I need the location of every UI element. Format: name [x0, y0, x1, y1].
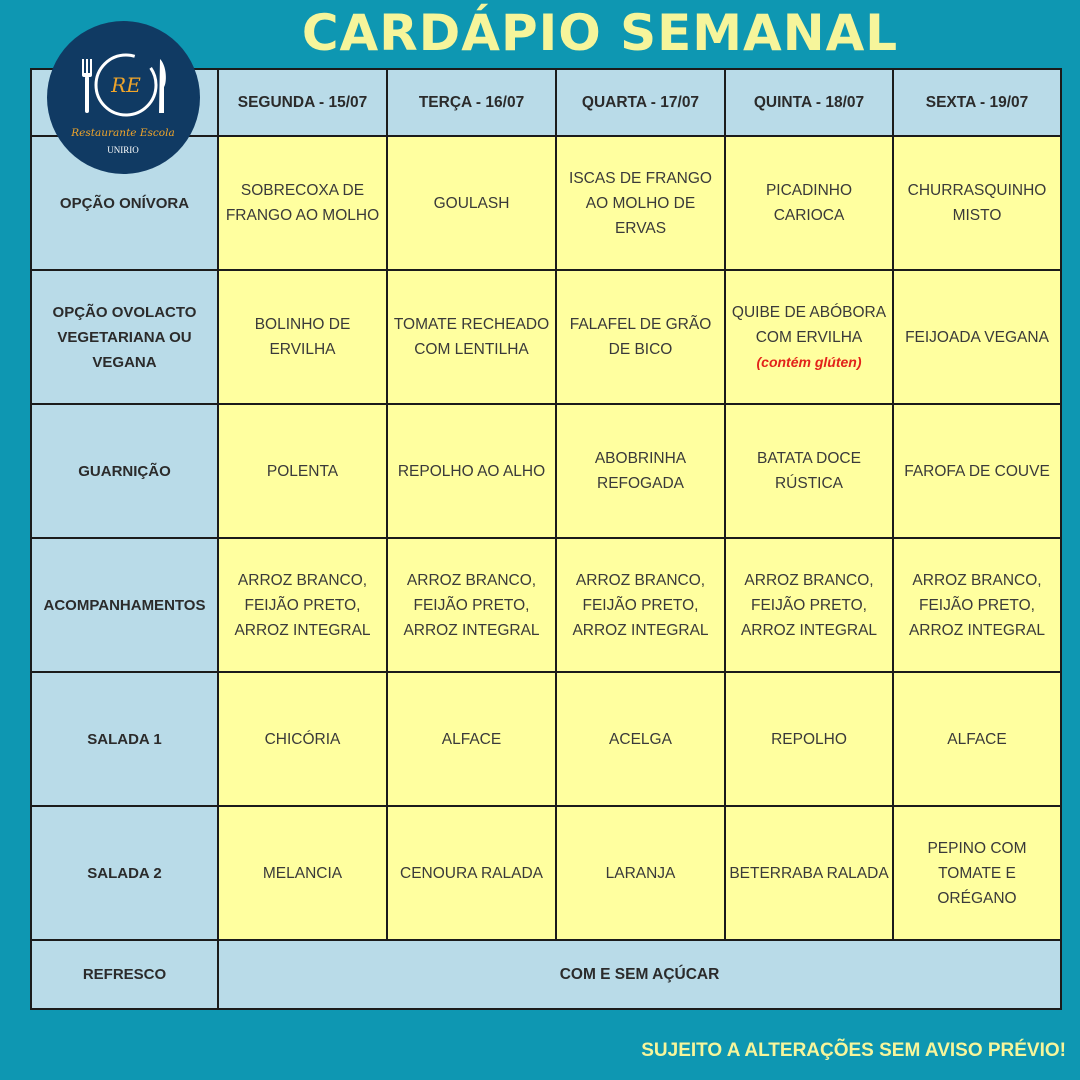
dish-name: CHICÓRIA: [264, 730, 341, 748]
menu-cell: REPOLHO AO ALHO: [386, 403, 557, 539]
disclaimer: SUJEITO A ALTERAÇÕES SEM AVISO PRÉVIO!: [641, 1040, 1066, 1061]
refresco-row: REFRESCO COM E SEM AÇÚCAR: [30, 939, 1062, 1010]
day-header: QUARTA - 17/07: [555, 68, 726, 137]
dish-name: ARROZ BRANCO, FEIJÃO PRETO, ARROZ INTEGR…: [403, 571, 540, 639]
logo-initials: RE: [110, 73, 141, 97]
menu-cell: GOULASH: [386, 135, 557, 271]
dish-name: BOLINHO DE ERVILHA: [254, 316, 351, 358]
menu-cell: ALFACE: [386, 671, 557, 807]
menu-cell: PICADINHO CARIOCA: [724, 135, 894, 271]
menu-cell: FALAFEL DE GRÃO DE BICO: [555, 269, 726, 405]
restaurant-logo: RE Restaurante Escola UNIRIO: [47, 21, 200, 174]
dish-name: LARANJA: [605, 864, 676, 882]
menu-cell: MELANCIA: [217, 805, 388, 941]
menu-cell: ABOBRINHA REFOGADA: [555, 403, 726, 539]
dish-name: FAROFA DE COUVE: [904, 462, 1050, 480]
dish-name: QUIBE DE ABÓBORA COM ERVILHA: [731, 303, 887, 346]
dish-name: ARROZ BRANCO, FEIJÃO PRETO, ARROZ INTEGR…: [908, 571, 1046, 639]
dish-name: ABOBRINHA REFOGADA: [594, 450, 687, 492]
menu-row: SALADA 2 MELANCIA CENOURA RALADA LARANJA BET…: [30, 805, 1062, 941]
menu-cell: BETERRABA RALADA: [724, 805, 894, 941]
refresco-value: COM E SEM AÇÚCAR: [217, 939, 1062, 1010]
row-label: REFRESCO: [30, 939, 219, 1010]
menu-row: GUARNIÇÃO POLENTA REPOLHO AO ALHO ABOBRINHA…: [30, 403, 1062, 539]
menu-cell: ARROZ BRANCO, FEIJÃO PRETO, ARROZ INTEGR…: [724, 537, 894, 673]
dish-name: ACELGA: [609, 730, 672, 748]
menu-cell: ARROZ BRANCO, FEIJÃO PRETO, ARROZ INTEGR…: [386, 537, 557, 673]
menu-cell: PEPINO COM TOMATE E ORÉGANO: [892, 805, 1062, 941]
allergen-note: (contém glúten): [756, 353, 862, 370]
menu-cell: BATATA DOCE RÚSTICA: [724, 403, 894, 539]
dish-name: ARROZ BRANCO, FEIJÃO PRETO, ARROZ INTEGR…: [740, 571, 878, 639]
row-label: OPÇÃO OVOLACTO VEGETARIANA OU VEGANA: [30, 269, 219, 405]
day-header: TERÇA - 16/07: [386, 68, 557, 137]
dish-name: BATATA DOCE RÚSTICA: [757, 450, 861, 492]
day-header: SEXTA - 19/07: [892, 68, 1062, 137]
menu-cell: CHICÓRIA: [217, 671, 388, 807]
menu-row: OPÇÃO ONÍVORA SOBRECOXA DE FRANGO AO MOLH…: [30, 135, 1062, 271]
menu-cell: ARROZ BRANCO, FEIJÃO PRETO, ARROZ INTEGR…: [555, 537, 726, 673]
menu-cell: CHURRASQUINHO MISTO: [892, 135, 1062, 271]
day-header: SEGUNDA - 15/07: [217, 68, 388, 137]
dish-name: ALFACE: [947, 730, 1007, 748]
menu-cell: REPOLHO: [724, 671, 894, 807]
menu-cell: TOMATE RECHEADO COM LENTILHA: [386, 269, 557, 405]
dish-name: GOULASH: [433, 194, 510, 212]
dish-name: FEIJOADA VEGANA: [905, 328, 1049, 346]
dish-name: SOBRECOXA DE FRANGO AO MOLHO: [225, 182, 380, 224]
dish-name: ARROZ BRANCO, FEIJÃO PRETO, ARROZ INTEGR…: [234, 571, 371, 639]
fork-plate-knife-icon: RE Restaurante Escola UNIRIO: [70, 53, 175, 155]
logo-name: Restaurante Escola: [70, 127, 174, 139]
menu-cell: CENOURA RALADA: [386, 805, 557, 941]
row-label: OPÇÃO ONÍVORA: [30, 135, 219, 271]
dish-name: PEPINO COM TOMATE E ORÉGANO: [927, 839, 1027, 907]
page-title: CARDÁPIO SEMANAL: [301, 4, 899, 62]
menu-cell: ACELGA: [555, 671, 726, 807]
dish-name: FALAFEL DE GRÃO DE BICO: [569, 316, 712, 358]
row-label: ACOMPANHAMENTOS: [30, 537, 219, 673]
menu-row: OPÇÃO OVOLACTO VEGETARIANA OU VEGANA BOLI…: [30, 269, 1062, 405]
dish-name: TOMATE RECHEADO COM LENTILHA: [393, 316, 550, 358]
menu-cell: ISCAS DE FRANGO AO MOLHO DE ERVAS: [555, 135, 726, 271]
row-label: SALADA 1: [30, 671, 219, 807]
menu-cell: POLENTA: [217, 403, 388, 539]
day-header: QUINTA - 18/07: [724, 68, 894, 137]
menu-cell: FEIJOADA VEGANA: [892, 269, 1062, 405]
menu-cell: LARANJA: [555, 805, 726, 941]
dish-name: PICADINHO CARIOCA: [765, 182, 853, 224]
menu-cell: BOLINHO DE ERVILHA: [217, 269, 388, 405]
row-label: GUARNIÇÃO: [30, 403, 219, 539]
dish-name: CENOURA RALADA: [400, 864, 543, 882]
dish-name: CHURRASQUINHO MISTO: [907, 182, 1047, 224]
menu-cell: QUIBE DE ABÓBORA COM ERVILHA (contém glút…: [724, 269, 894, 405]
menu-cell: ALFACE: [892, 671, 1062, 807]
logo-org: UNIRIO: [107, 145, 139, 155]
menu-cell: ARROZ BRANCO, FEIJÃO PRETO, ARROZ INTEGR…: [892, 537, 1062, 673]
dish-name: ISCAS DE FRANGO AO MOLHO DE ERVAS: [569, 169, 712, 237]
dish-name: REPOLHO AO ALHO: [397, 462, 546, 480]
weekly-menu-table: SEGUNDA - 15/07 TERÇA - 16/07 QUARTA - 17/…: [30, 68, 1062, 1010]
menu-row: SALADA 1 CHICÓRIA ALFACE ACELGA REPOLHO ALFAC…: [30, 671, 1062, 807]
dish-name: REPOLHO: [771, 730, 847, 748]
menu-cell: SOBRECOXA DE FRANGO AO MOLHO: [217, 135, 388, 271]
dish-name: ALFACE: [441, 730, 502, 748]
dish-name: ARROZ BRANCO, FEIJÃO PRETO, ARROZ INTEGR…: [572, 571, 709, 639]
dish-name: MELANCIA: [262, 864, 343, 882]
dish-name: POLENTA: [266, 462, 339, 480]
menu-cell: FAROFA DE COUVE: [892, 403, 1062, 539]
menu-row: ACOMPANHAMENTOS ARROZ BRANCO, FEIJÃO PRET…: [30, 537, 1062, 673]
row-label: SALADA 2: [30, 805, 219, 941]
dish-name: BETERRABA RALADA: [729, 864, 889, 882]
menu-cell: ARROZ BRANCO, FEIJÃO PRETO, ARROZ INTEGR…: [217, 537, 388, 673]
